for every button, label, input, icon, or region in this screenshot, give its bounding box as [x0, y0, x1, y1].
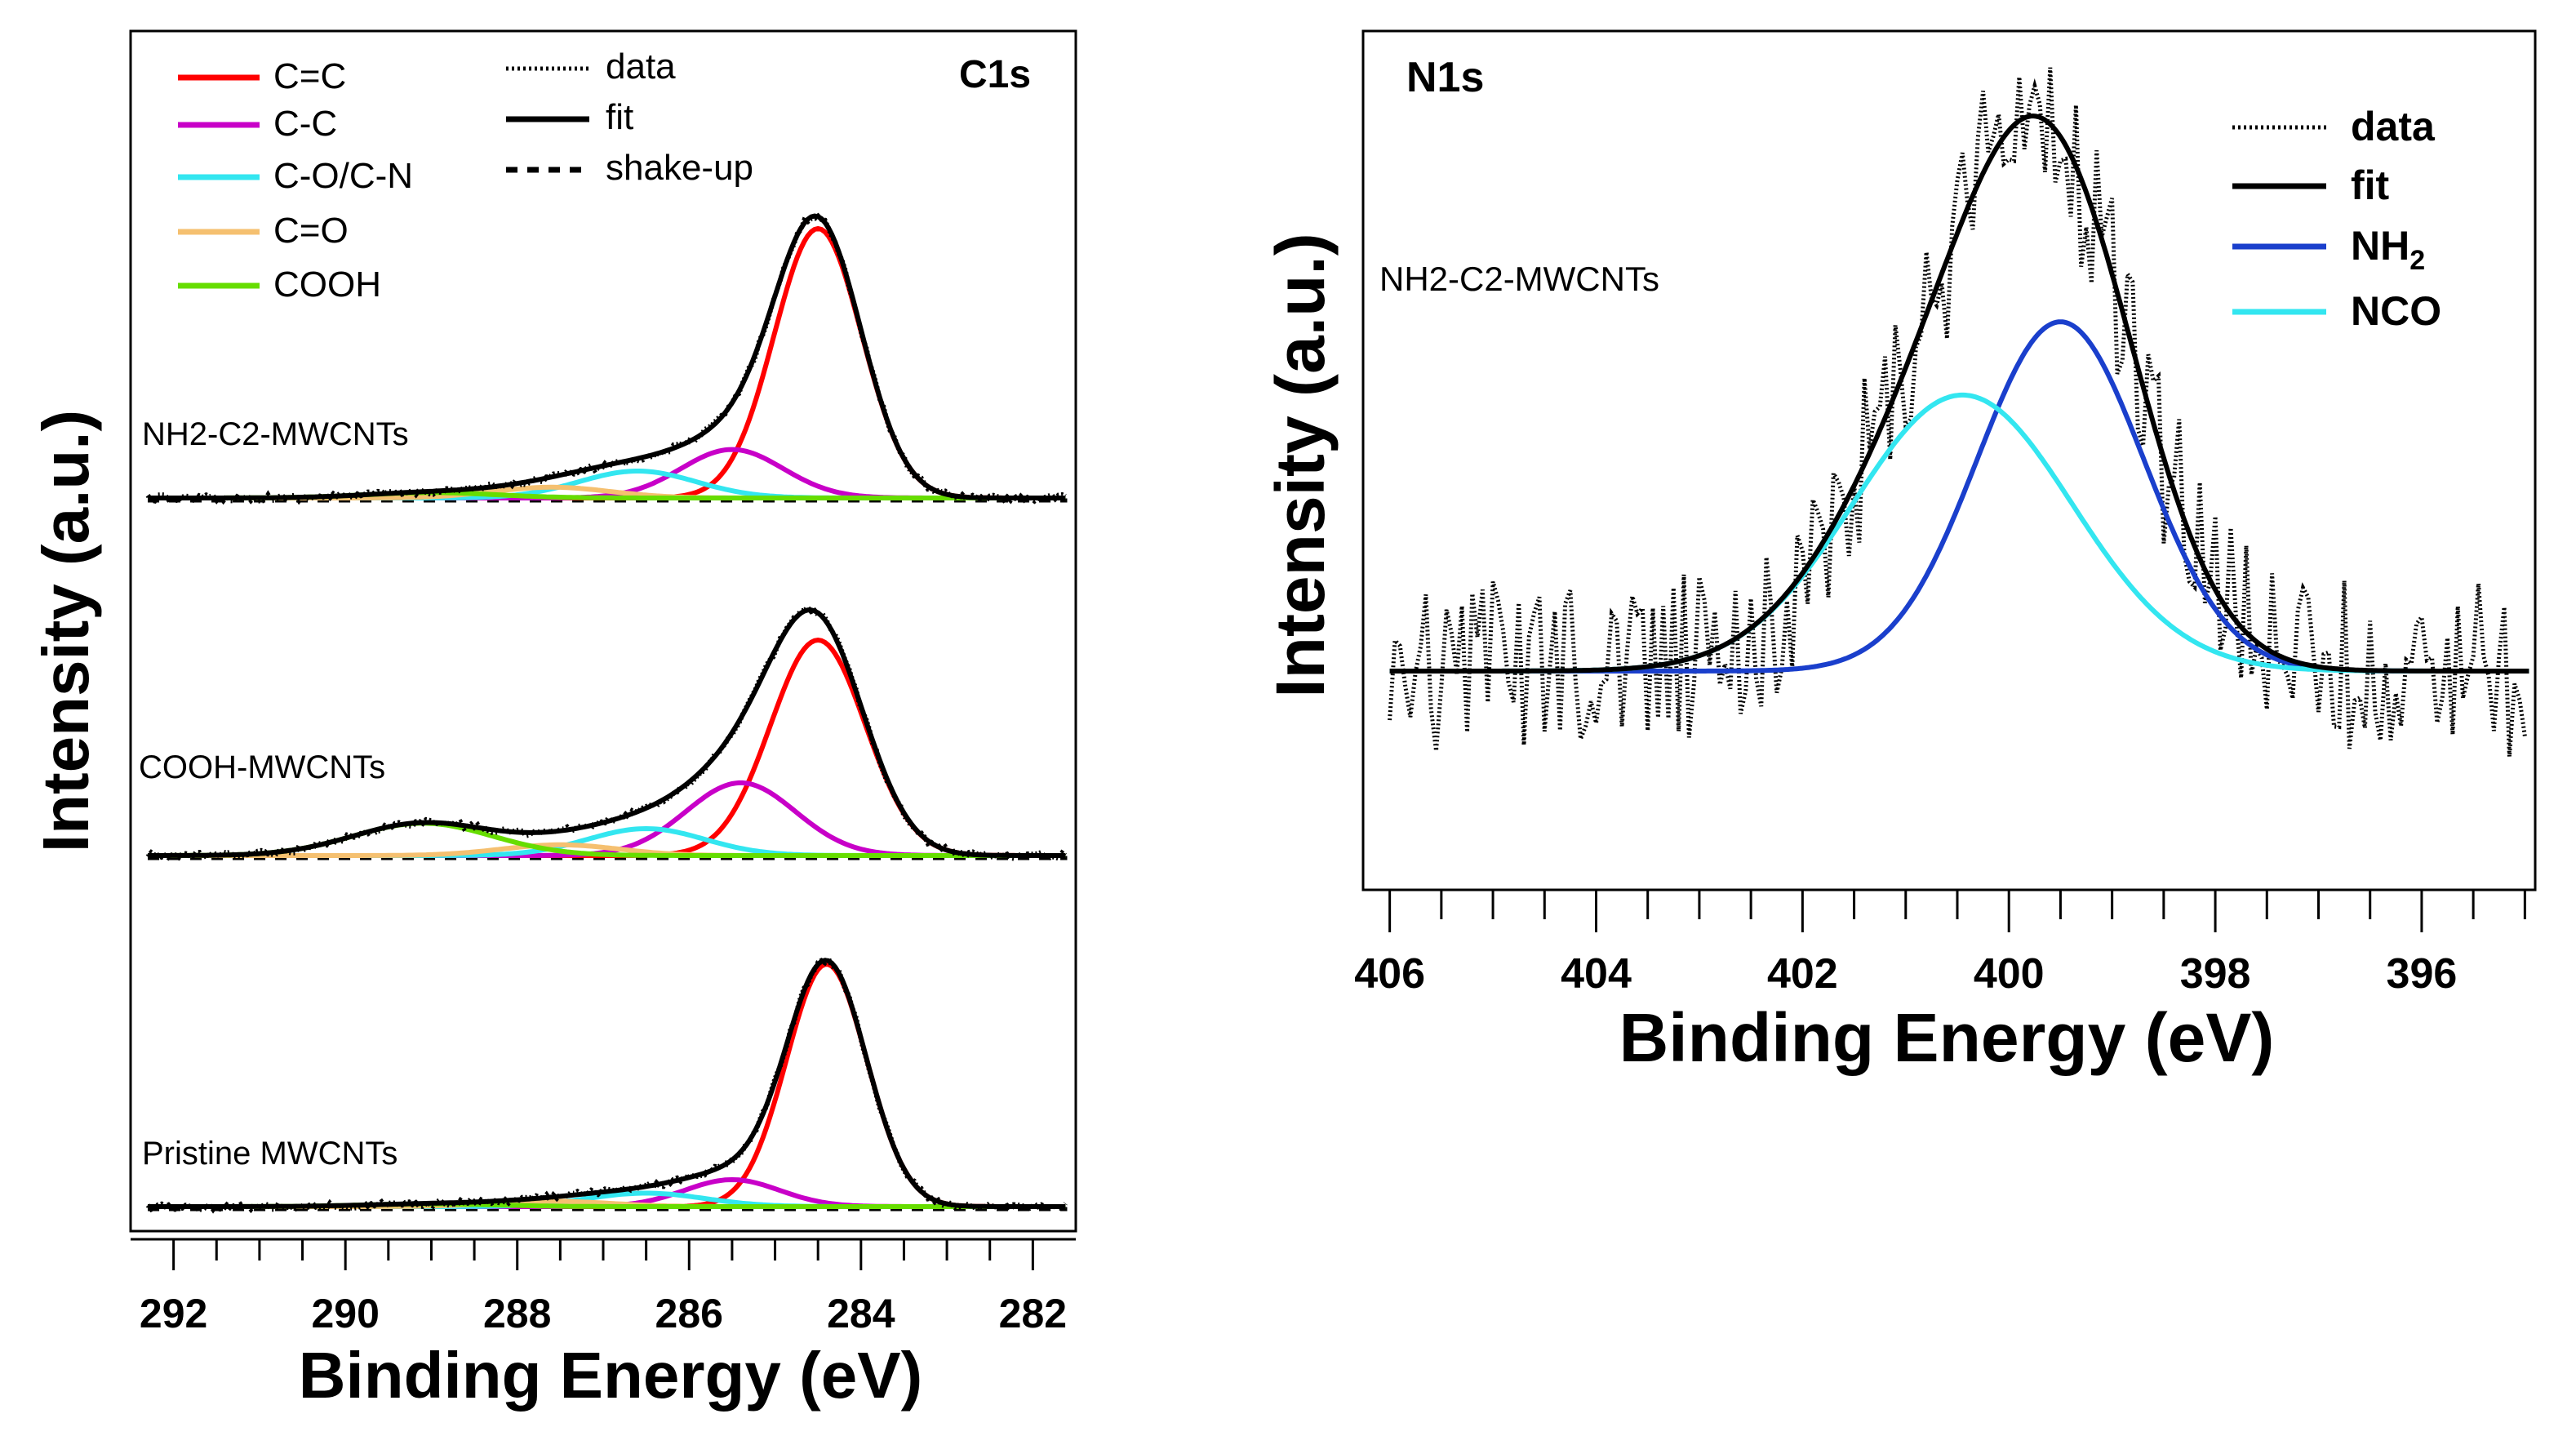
legend-label-data: data [606, 47, 676, 87]
fit-trace [148, 607, 1066, 858]
c1s-panel: C=C C-C C-O/C-N C=O COOH data fit shake-… [29, 29, 1077, 1412]
x-tick-label: 406 [1354, 950, 1425, 998]
fit-trace [1389, 113, 2529, 674]
data-trace [1388, 67, 2527, 757]
n1s-x-axis-label: Binding Energy (eV) [1619, 999, 2275, 1076]
legend-label-c-o-c-n: C-O/C-N [273, 156, 413, 196]
spectrum-pristine-mwcnts [145, 953, 1068, 1214]
x-tick-label: 282 [999, 1291, 1067, 1336]
legend-label-c-dbl-o: C=O [273, 211, 349, 251]
x-tick-label: 288 [483, 1291, 551, 1336]
c1s-plot-frame [129, 29, 1077, 1233]
data-trace [145, 212, 1067, 506]
n1s-sample-label: NH2-C2-MWCNTs [1379, 260, 1659, 298]
peak-nco [1389, 392, 2529, 674]
c1s-legend: C=C C-C C-O/C-N C=O COOH data fit shake-… [178, 47, 753, 305]
legend-label-fit: fit [2351, 162, 2390, 208]
legend-label-nh2-main: NH [2351, 223, 2409, 269]
spectrum-cooh-mwcnts [145, 603, 1068, 861]
sample-label-pristine: Pristine MWCNTs [142, 1136, 398, 1172]
sample-label-nh2: NH2-C2-MWCNTs [142, 416, 409, 452]
n1s-plot-frame [1361, 29, 2537, 891]
legend-label-c-c: C-C [273, 104, 337, 144]
legend-label-nco: NCO [2351, 288, 2441, 334]
n1s-traces [1388, 67, 2529, 757]
data-trace [145, 953, 1068, 1214]
x-tick-label: 292 [140, 1291, 207, 1336]
c1s-traces [145, 212, 1068, 1214]
c1s-panel-title: C1s [959, 53, 1031, 96]
legend-label-data: data [2351, 104, 2436, 149]
c1s-x-axis-label: Binding Energy (eV) [299, 1339, 923, 1412]
legend-label-nh2: NH2 [2351, 223, 2425, 276]
x-tick-label: 404 [1561, 950, 1632, 998]
fit-trace [148, 958, 1066, 1209]
peak-nh2 [1389, 319, 2529, 674]
c1s-x-axis-ticks: 292 290 288 286 284 282 [131, 1238, 1076, 1336]
n1s-y-axis-label: Intensity (a.u.) [1262, 233, 1339, 697]
legend-label-fit: fit [606, 97, 633, 137]
spectrum-nh2-c2-mwcnts [145, 212, 1068, 506]
c1s-y-axis-label: Intensity (a.u.) [29, 410, 102, 852]
sample-label-cooh: COOH-MWCNTs [139, 749, 385, 785]
x-tick-label: 290 [311, 1291, 379, 1336]
n1s-legend: data fit NH2 NCO [2232, 104, 2441, 334]
x-tick-label: 402 [1767, 950, 1838, 998]
legend-label-shake-up: shake-up [606, 148, 753, 188]
x-tick-label: 398 [2180, 950, 2251, 998]
n1s-panel-title: N1s [1406, 54, 1484, 101]
legend-label-nh2-subscript: 2 [2409, 245, 2425, 276]
fit-trace [148, 213, 1066, 500]
x-tick-label: 286 [655, 1291, 723, 1336]
legend-label-cooh: COOH [273, 265, 381, 305]
x-tick-label: 396 [2387, 950, 2458, 998]
n1s-panel: N1s NH2-C2-MWCNTs data fit NH2 NCO 406 40… [1262, 29, 2537, 1076]
legend-label-c-eq-c: C=C [273, 56, 346, 96]
x-tick-label: 284 [827, 1291, 895, 1336]
x-tick-label: 400 [1974, 950, 2045, 998]
n1s-x-axis-ticks: 406 404 402 400 398 396 [1354, 890, 2526, 998]
